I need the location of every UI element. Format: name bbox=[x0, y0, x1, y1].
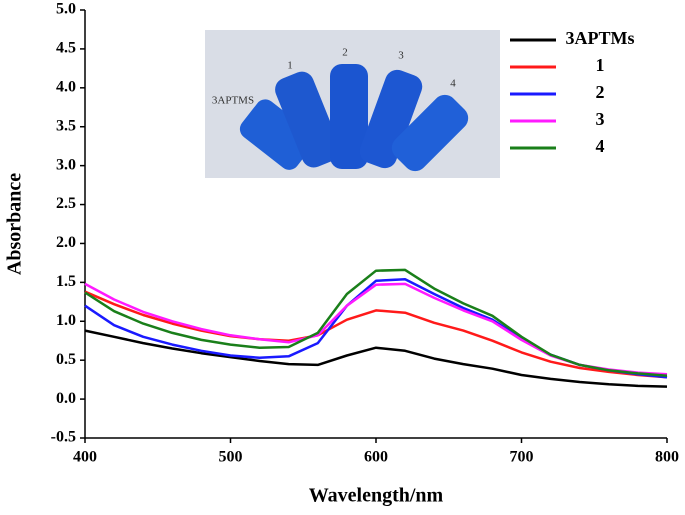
data-line bbox=[84, 290, 668, 379]
legend-label: 1 bbox=[596, 55, 605, 75]
x-axis-title: Wavelength/nm bbox=[309, 485, 444, 507]
data-line bbox=[84, 278, 668, 379]
data-line bbox=[84, 268, 668, 377]
x-tick-label: 700 bbox=[510, 449, 534, 466]
inset-label: 2 bbox=[342, 47, 348, 59]
y-tick-label: 0.0 bbox=[56, 390, 76, 407]
legend-label: 2 bbox=[596, 82, 605, 102]
inset-photo bbox=[205, 30, 500, 178]
tube bbox=[359, 69, 423, 169]
y-axis-title: Absorbance bbox=[4, 173, 26, 275]
x-tick-label: 800 bbox=[655, 449, 679, 466]
inset-label: 3APTMS bbox=[212, 95, 254, 107]
y-tick-label: 3.0 bbox=[56, 156, 76, 173]
x-tick-label: 400 bbox=[73, 449, 97, 466]
legend-label: 3 bbox=[596, 109, 605, 129]
y-tick-label: 1.0 bbox=[56, 312, 76, 329]
data-line bbox=[84, 282, 668, 376]
y-tick-label: -0.5 bbox=[51, 429, 76, 446]
x-tick-label: 600 bbox=[364, 449, 388, 466]
y-tick-label: 3.5 bbox=[56, 117, 76, 134]
tube bbox=[275, 71, 341, 168]
y-tick-label: 4.0 bbox=[56, 78, 76, 95]
legend-label: 3APTMs bbox=[566, 28, 635, 48]
inset-label: 1 bbox=[287, 60, 293, 72]
inset-label: 3 bbox=[398, 50, 404, 62]
tube bbox=[239, 99, 315, 170]
x-tick-label: 500 bbox=[219, 449, 243, 466]
inset-label: 4 bbox=[450, 78, 456, 90]
tube bbox=[391, 94, 469, 172]
legend-label: 4 bbox=[596, 136, 605, 156]
data-line bbox=[84, 329, 668, 388]
y-tick-label: 5.0 bbox=[56, 1, 76, 18]
y-tick-label: 0.5 bbox=[56, 351, 76, 368]
y-tick-label: 2.0 bbox=[56, 234, 76, 251]
y-tick-label: 1.5 bbox=[56, 273, 76, 290]
y-tick-label: 2.5 bbox=[56, 195, 76, 212]
y-tick-label: 4.5 bbox=[56, 40, 76, 57]
tube bbox=[330, 64, 368, 169]
